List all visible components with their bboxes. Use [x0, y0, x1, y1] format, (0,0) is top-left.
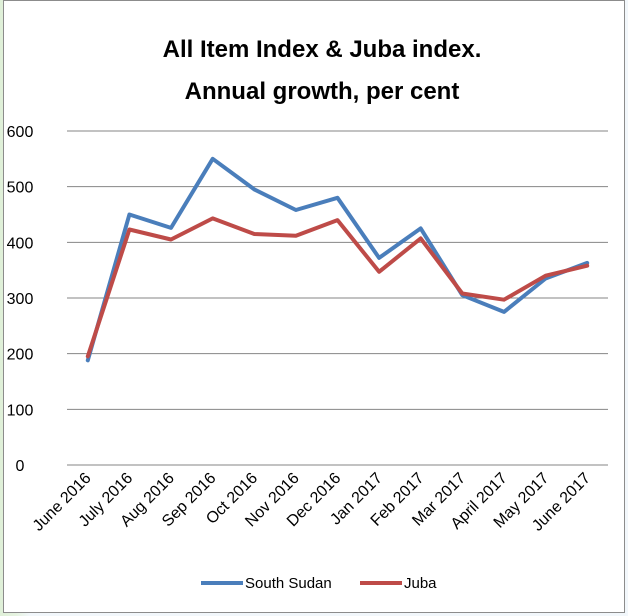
series-line-south-sudan — [85, 156, 590, 363]
legend-label: South Sudan — [245, 575, 332, 592]
chart-title-line-2: Annual growth, per cent — [185, 78, 460, 105]
chart-area: All Item Index & Juba index. Annual grow… — [3, 0, 625, 613]
y-tick-label: 500 — [7, 180, 34, 197]
y-tick-label: 300 — [7, 291, 34, 308]
y-tick-label: 0 — [16, 458, 25, 475]
legend-label: Juba — [404, 575, 437, 592]
chart-title-line-1: All Item Index & Juba index. — [163, 36, 482, 63]
series-line-juba — [85, 216, 590, 359]
y-tick-label: 200 — [7, 347, 34, 364]
y-tick-label: 100 — [7, 402, 34, 419]
y-tick-label: 600 — [7, 124, 34, 141]
chart-svg: All Item Index & Juba index. Annual grow… — [7, 36, 608, 592]
y-tick-label: 400 — [7, 235, 34, 252]
